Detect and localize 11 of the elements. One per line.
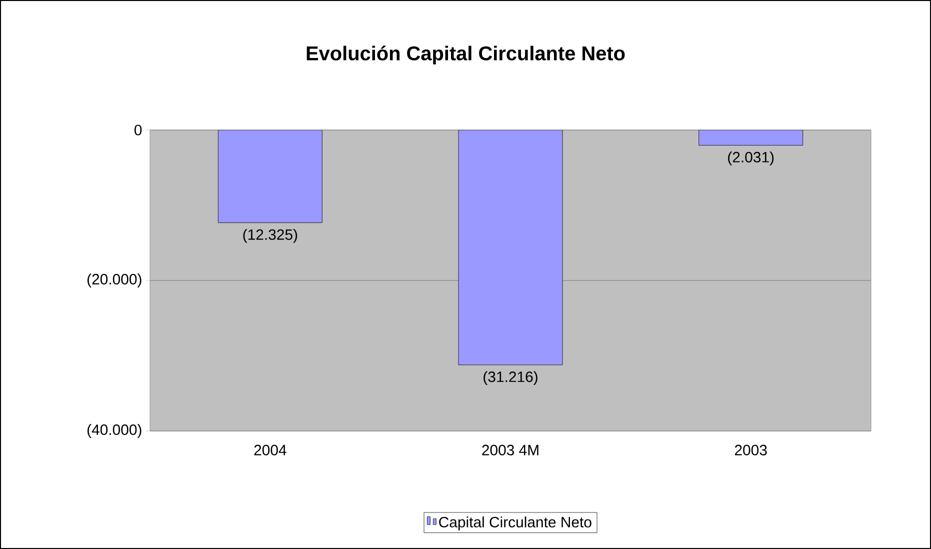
x-tick-label: 2004 xyxy=(254,444,286,456)
data-label: (31.216) xyxy=(484,371,538,386)
y-tick-label: (40.000) xyxy=(87,424,142,438)
chart-title: Evolución Capital Circulante Neto xyxy=(306,46,625,64)
x-tick-label: 2003 xyxy=(734,444,767,456)
y-tick-label: (20.000) xyxy=(87,274,142,288)
x-tick-label: 2003 4M xyxy=(482,444,538,456)
data-label: (2.031) xyxy=(728,151,774,166)
legend-label: Capital Circulante Neto xyxy=(439,516,592,530)
data-label: (12.325) xyxy=(243,228,298,243)
y-tick-label: 0 xyxy=(134,124,142,136)
